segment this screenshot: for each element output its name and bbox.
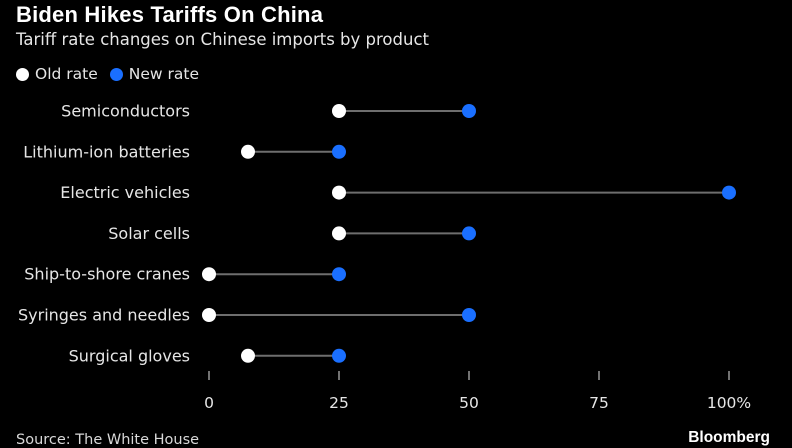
new-rate-dot	[332, 267, 346, 282]
legend-old-label: Old rate	[35, 65, 98, 83]
new-rate-dot	[332, 348, 346, 363]
source-note: Source: The White House	[16, 432, 200, 448]
chart-subtitle: Tariff rate changes on Chinese imports b…	[16, 30, 429, 49]
legend-item-new: New rate	[109, 65, 199, 83]
legend-item-old: Old rate	[16, 65, 98, 83]
x-tick-label: 0	[204, 394, 214, 412]
new-rate-dot	[462, 308, 476, 322]
new-rate-dot	[722, 185, 736, 200]
category-label: Solar cells	[108, 224, 190, 243]
category-label: Syringes and needles	[18, 306, 190, 325]
x-tick-label: 75	[589, 394, 609, 412]
new-rate-dot	[462, 226, 476, 241]
x-tick-label: 50	[459, 394, 479, 412]
dot-range-chart: Semiconductors Lithium-ion batteries Elect…	[18, 102, 751, 413]
legend: Old rate New rate	[16, 65, 211, 83]
new-rate-dot	[462, 104, 476, 118]
category-label: Lithium-ion batteries	[23, 142, 190, 161]
category-label: Surgical gloves	[69, 346, 190, 365]
chart-title: Biden Hikes Tariffs On China	[16, 2, 324, 27]
x-tick-label: 100%	[707, 394, 751, 412]
legend-old-dot-icon	[16, 67, 29, 81]
category-label: Semiconductors	[61, 102, 190, 121]
old-rate-dot	[241, 144, 255, 159]
x-tick-label: 25	[329, 394, 349, 412]
category-label: Electric vehicles	[60, 183, 190, 202]
legend-new-label: New rate	[128, 65, 199, 83]
old-rate-dot	[332, 185, 346, 200]
new-rate-dot	[332, 144, 346, 159]
legend-new-dot-icon	[109, 67, 123, 81]
old-rate-dot	[202, 308, 216, 322]
old-rate-dot	[241, 348, 255, 363]
old-rate-dot	[202, 267, 216, 282]
category-label: Ship-to-shore cranes	[24, 265, 190, 284]
old-rate-dot	[332, 226, 346, 241]
old-rate-dot	[332, 104, 346, 118]
bloomberg-logo: Bloomberg	[688, 429, 770, 446]
